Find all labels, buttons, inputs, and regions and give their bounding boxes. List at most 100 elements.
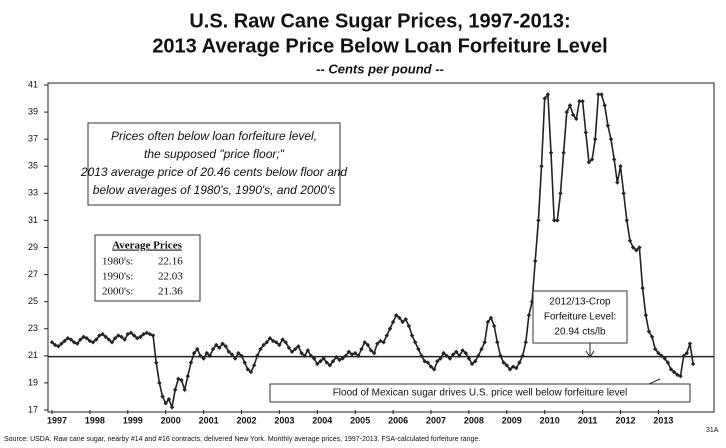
y-tick-label: 19 — [28, 377, 38, 387]
point — [223, 344, 228, 349]
point — [422, 359, 427, 364]
y-tick-label: 27 — [28, 269, 38, 279]
point — [144, 330, 149, 336]
point — [681, 353, 686, 359]
averages-box: Average Prices 1980's: 22.16 1990's: 22.… — [94, 234, 201, 302]
point — [334, 354, 339, 360]
point — [289, 349, 295, 354]
point — [397, 315, 402, 321]
point — [296, 344, 301, 349]
point — [514, 365, 519, 371]
point — [381, 340, 386, 345]
point — [315, 361, 320, 367]
point — [75, 341, 80, 346]
x-tick-label: 1999 — [123, 415, 143, 425]
point — [125, 331, 130, 337]
point — [141, 331, 146, 337]
point — [580, 99, 585, 104]
chart-title-2: 2013 Average Price Below Loan Forfeiture… — [152, 35, 607, 57]
point — [214, 342, 219, 348]
y-tick-label: 17 — [28, 404, 38, 414]
point — [611, 157, 617, 162]
point — [675, 372, 680, 377]
point — [523, 340, 528, 345]
point — [176, 376, 181, 382]
point — [589, 157, 595, 162]
point — [577, 99, 582, 104]
point — [435, 359, 440, 364]
y-tick-label: 23 — [28, 323, 38, 333]
point — [447, 356, 453, 361]
point — [378, 338, 383, 344]
point — [517, 360, 522, 365]
point — [116, 333, 121, 338]
reference-frame — [532, 290, 628, 344]
point — [106, 337, 112, 342]
point — [62, 338, 67, 344]
point — [542, 96, 547, 101]
point — [485, 319, 491, 325]
point — [182, 387, 187, 392]
point — [574, 116, 579, 122]
point — [337, 357, 342, 363]
point — [68, 337, 74, 342]
averages-value: 22.03 — [158, 271, 183, 283]
point — [520, 353, 525, 359]
point — [207, 353, 213, 359]
note-box: Prices often below loan forfeiture level… — [80, 122, 347, 206]
point — [292, 346, 298, 352]
point — [52, 342, 58, 348]
point — [264, 340, 269, 345]
point — [340, 356, 345, 361]
point — [81, 334, 86, 340]
point — [466, 356, 472, 361]
point — [419, 353, 424, 359]
x-tick-label: 1998 — [85, 415, 105, 425]
point — [245, 367, 251, 372]
page-label: 31A — [706, 427, 719, 434]
point — [570, 112, 576, 117]
point — [406, 323, 412, 329]
point — [169, 405, 175, 410]
point — [416, 346, 421, 352]
y-tick-label: 31 — [28, 215, 38, 225]
x-tick-label: 1997 — [47, 415, 67, 425]
point — [627, 238, 633, 243]
point — [438, 356, 443, 361]
point — [87, 338, 93, 344]
point — [425, 360, 431, 365]
point — [659, 353, 664, 359]
point — [84, 336, 89, 341]
point — [548, 150, 554, 155]
point — [195, 346, 200, 352]
point — [242, 360, 247, 365]
point — [239, 353, 244, 359]
point — [564, 109, 570, 115]
point — [160, 394, 165, 399]
y-tick-label: 29 — [28, 242, 38, 252]
point — [365, 342, 371, 348]
point — [690, 361, 696, 367]
point — [444, 353, 449, 359]
point — [188, 360, 194, 365]
point — [353, 350, 358, 356]
point — [387, 326, 393, 331]
x-tick-label: 2004 — [312, 415, 332, 425]
point — [561, 150, 566, 155]
point — [634, 248, 639, 253]
point — [510, 364, 516, 369]
point — [558, 191, 563, 196]
point — [545, 92, 551, 97]
point — [204, 350, 209, 356]
point — [154, 360, 159, 365]
point — [330, 359, 336, 364]
point — [501, 360, 506, 365]
point — [504, 363, 509, 368]
point — [488, 315, 494, 321]
point — [210, 346, 216, 352]
point — [390, 319, 396, 325]
y-tick-label: 25 — [28, 296, 38, 306]
point — [630, 245, 636, 250]
point — [536, 218, 541, 223]
point — [362, 340, 367, 345]
